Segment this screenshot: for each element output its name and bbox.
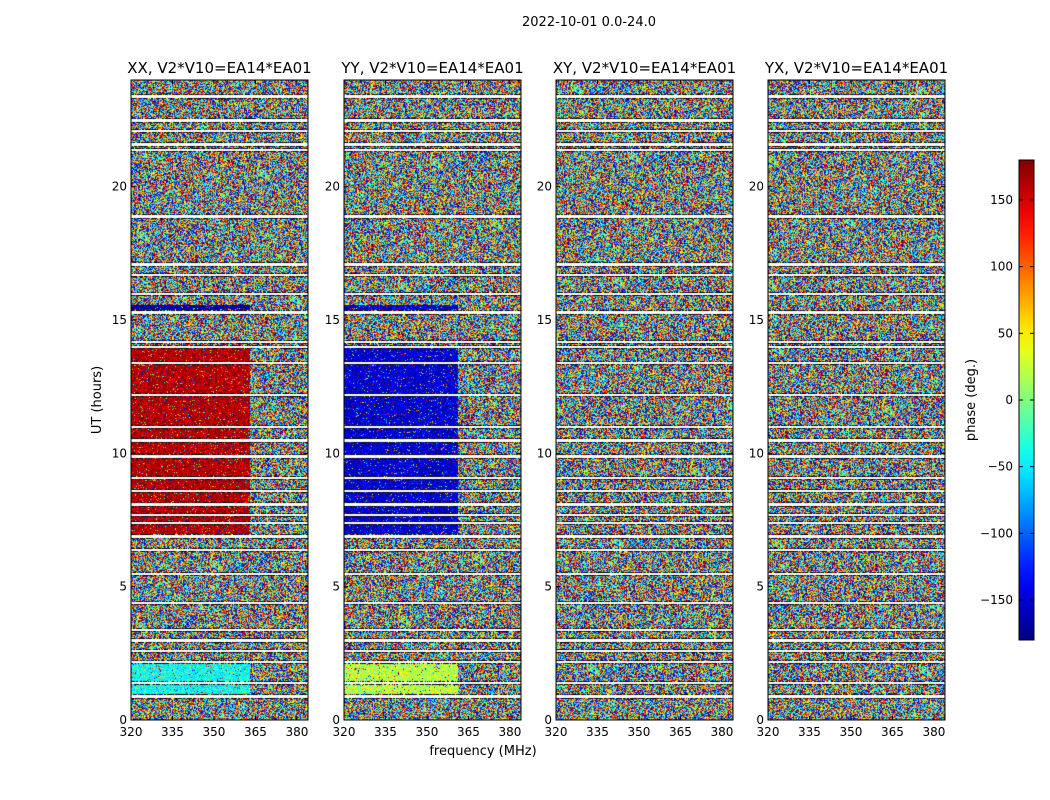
x-tick-label: 365 xyxy=(244,725,267,739)
y-tick-label: 10 xyxy=(749,446,764,460)
panel-0: XX, V2*V10=EA14*EA01 320 335 350 365 380 0 5 10 1… xyxy=(112,59,312,739)
colorbar-tick-label: 100 xyxy=(990,260,1013,274)
x-tick-label: 365 xyxy=(669,725,692,739)
panel-1: YY, V2*V10=EA14*EA01 320 335 350 365 380 0 5 10 1… xyxy=(325,59,524,739)
colorbar-tick-label: 150 xyxy=(990,193,1013,207)
phase-raster xyxy=(556,80,733,720)
y-tick-label: 10 xyxy=(325,446,340,460)
y-tick-label: 20 xyxy=(749,180,764,194)
panel-2: XY, V2*V10=EA14*EA01 320 335 350 365 380 0 5 10 1… xyxy=(537,59,736,739)
x-tick-label: 350 xyxy=(203,725,226,739)
y-tick-label: 20 xyxy=(112,180,127,194)
x-tick-label: 380 xyxy=(922,725,945,739)
panel-title: YY, V2*V10=EA14*EA01 xyxy=(340,59,523,77)
x-tick-label: 335 xyxy=(798,725,821,739)
y-tick-label: 5 xyxy=(332,580,340,594)
x-tick-label: 365 xyxy=(457,725,480,739)
phase-raster xyxy=(768,80,945,720)
colorbar-tick-label: 0 xyxy=(1005,393,1013,407)
x-tick-label: 335 xyxy=(161,725,184,739)
y-tick-label: 0 xyxy=(756,713,764,727)
panel-frame xyxy=(343,79,522,721)
colorbar-tick-label: −100 xyxy=(980,526,1013,540)
y-tick-label: 5 xyxy=(756,580,764,594)
x-axis-label: frequency (MHz) xyxy=(429,744,536,759)
figure-title: 2022-10-01 0.0-24.0 xyxy=(522,15,656,30)
x-tick-label: 320 xyxy=(120,725,143,739)
panel-title: XY, V2*V10=EA14*EA01 xyxy=(553,59,736,77)
colorbar-label: phase (deg.) xyxy=(964,359,979,441)
colorbar-tick-label: −50 xyxy=(988,460,1013,474)
y-tick-label: 20 xyxy=(325,180,340,194)
y-tick-label: 15 xyxy=(112,313,127,327)
y-tick-label: 5 xyxy=(119,580,127,594)
y-tick-label: 15 xyxy=(749,313,764,327)
panel-title: XX, V2*V10=EA14*EA01 xyxy=(127,59,311,77)
y-tick-label: 15 xyxy=(537,313,552,327)
panels-layer: XX, V2*V10=EA14*EA01 320 335 350 365 380 0 5 10 1… xyxy=(112,59,948,739)
x-tick-label: 350 xyxy=(840,725,863,739)
y-tick-label: 5 xyxy=(544,580,552,594)
y-tick-label: 0 xyxy=(544,713,552,727)
x-tick-label: 350 xyxy=(416,725,439,739)
colorbar-tick-label: 50 xyxy=(998,326,1013,340)
y-tick-label: 10 xyxy=(112,446,127,460)
phase-raster xyxy=(344,80,521,720)
panel-frame xyxy=(555,79,734,721)
colorbar-tick-label: −150 xyxy=(980,593,1013,607)
y-tick-label: 20 xyxy=(537,180,552,194)
panel-frame xyxy=(767,79,946,721)
y-tick-label: 10 xyxy=(537,446,552,460)
x-tick-label: 380 xyxy=(710,725,733,739)
y-tick-label: 0 xyxy=(119,713,127,727)
x-tick-label: 350 xyxy=(628,725,651,739)
x-tick-label: 335 xyxy=(586,725,609,739)
x-tick-label: 365 xyxy=(881,725,904,739)
panel-frame xyxy=(130,79,309,721)
x-tick-label: 320 xyxy=(333,725,356,739)
panel-3: YX, V2*V10=EA14*EA01 320 335 350 365 380 0 5 10 1… xyxy=(749,59,948,739)
x-tick-label: 320 xyxy=(545,725,568,739)
y-tick-label: 15 xyxy=(325,313,340,327)
x-tick-label: 335 xyxy=(374,725,397,739)
x-tick-label: 380 xyxy=(285,725,308,739)
y-axis-label: UT (hours) xyxy=(90,366,105,434)
x-tick-label: 320 xyxy=(757,725,780,739)
x-tick-label: 380 xyxy=(498,725,521,739)
colorbar: 150 100 50 0 −50 −100 −150 xyxy=(980,159,1035,641)
y-tick-label: 0 xyxy=(332,713,340,727)
phase-raster xyxy=(131,80,308,720)
panel-title: YX, V2*V10=EA14*EA01 xyxy=(764,59,948,77)
